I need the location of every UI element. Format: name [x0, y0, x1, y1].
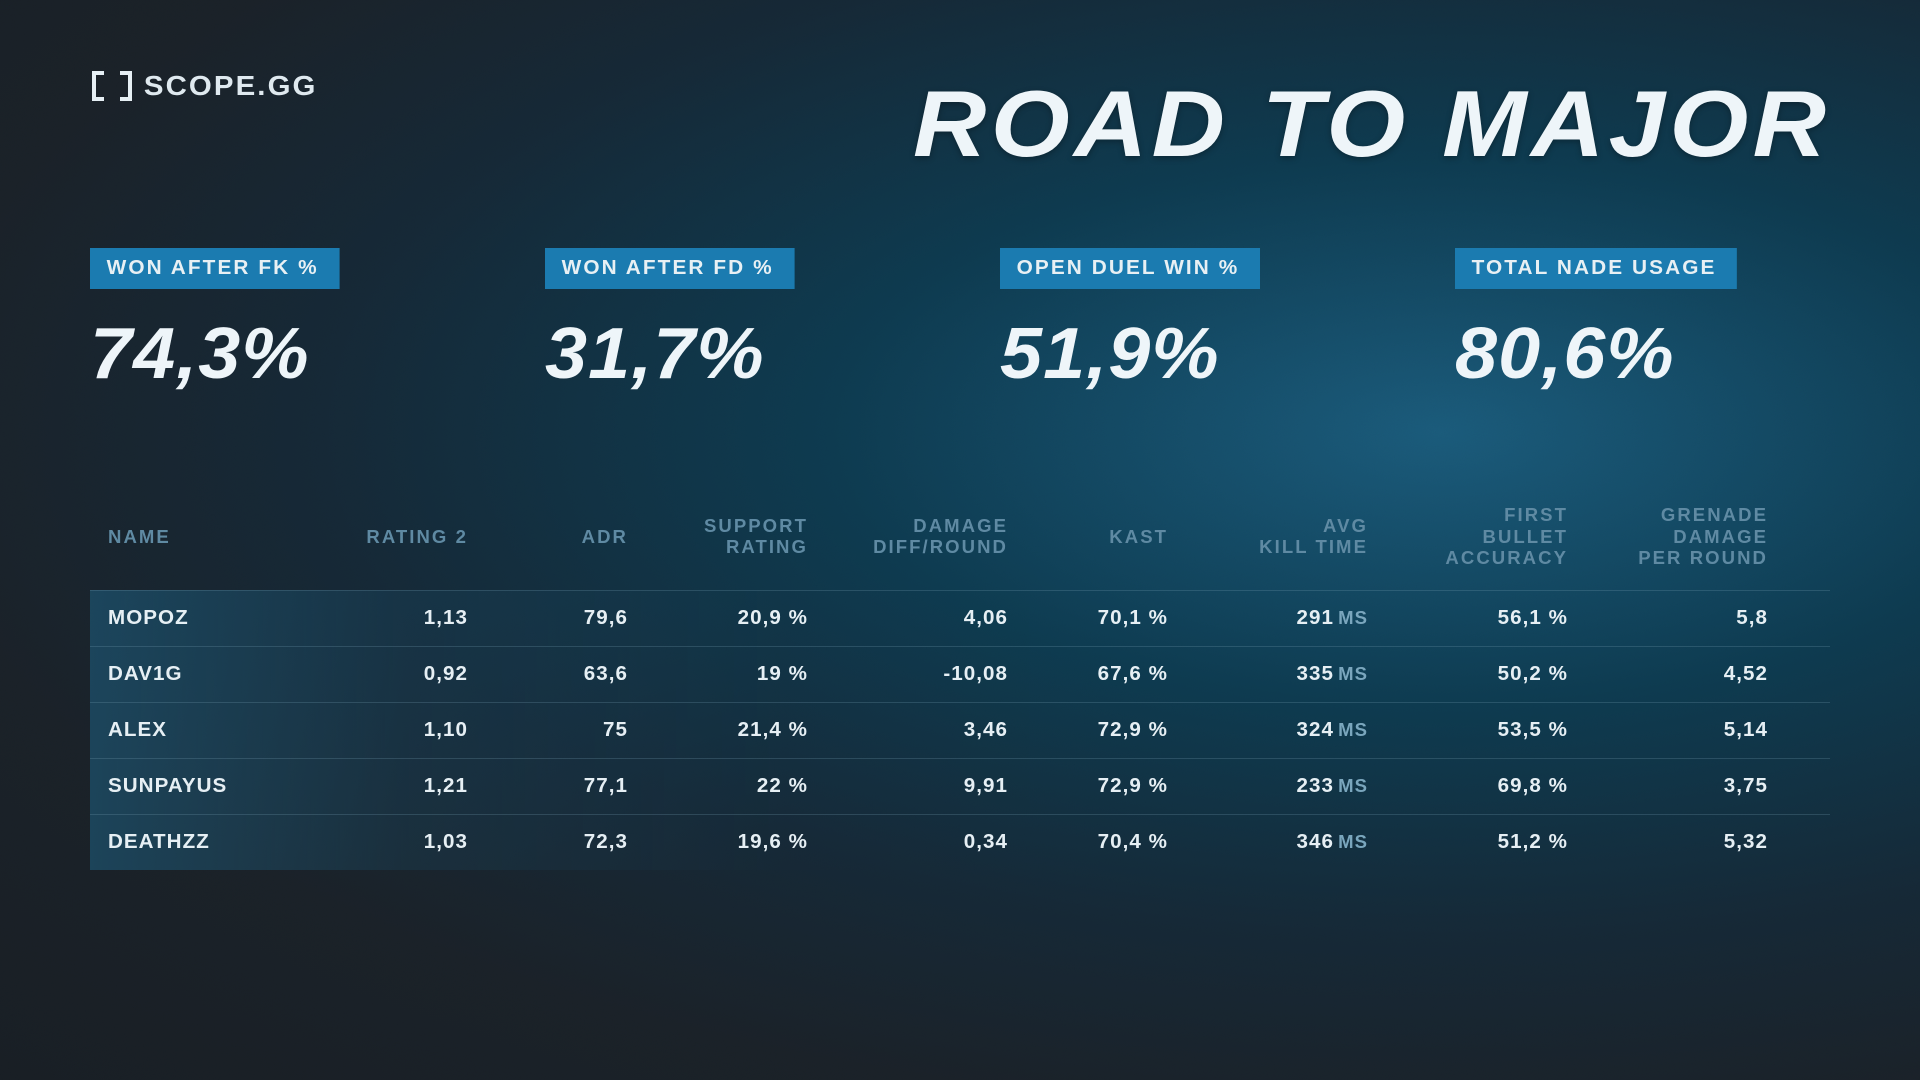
kpi-value: 80,6% [1455, 313, 1849, 395]
kpi-total-nade-usage: TOTAL NADE USAGE 80,6% [1455, 248, 1830, 395]
cell-kast: 70,1 % [1003, 607, 1168, 630]
cell-name: ALEX [108, 719, 314, 742]
cell-rating2: 1,10 [303, 719, 468, 742]
brand-name: SCOPE.GG [144, 70, 318, 102]
cell-gdr: 4,52 [1562, 663, 1768, 686]
table-row: DAV1G0,9263,619 %-10,0867,6 %335MS50,2 %… [90, 646, 1830, 702]
cell-name: DEATHZZ [108, 831, 314, 854]
cell-dmgdiff: -10,08 [802, 663, 1008, 686]
col-dmgdiff: DAMAGE DIFF/ROUND [802, 516, 1008, 559]
cell-adr: 77,1 [463, 775, 628, 798]
col-adr: ADR [463, 527, 628, 549]
cell-killtime: 233MS [1162, 775, 1368, 798]
cell-kast: 72,9 % [1003, 719, 1168, 742]
cell-support: 20,9 % [623, 607, 808, 630]
cell-kast: 70,4 % [1003, 831, 1168, 854]
cell-kast: 67,6 % [1003, 663, 1168, 686]
cell-gdr: 5,8 [1562, 607, 1768, 630]
page-title: ROAD TO MAJOR [913, 70, 1830, 178]
cell-adr: 79,6 [463, 607, 628, 630]
cell-gdr: 5,14 [1562, 719, 1768, 742]
kpi-value: 31,7% [545, 313, 939, 395]
header: SCOPE.GG ROAD TO MAJOR [90, 70, 1830, 178]
cell-gdr: 5,32 [1562, 831, 1768, 854]
kpi-label: TOTAL NADE USAGE [1455, 248, 1737, 289]
cell-support: 19,6 % [623, 831, 808, 854]
col-name: NAME [108, 527, 314, 549]
brand-logo: SCOPE.GG [90, 70, 313, 102]
col-support: SUPPORT RATING [623, 516, 808, 559]
cell-support: 21,4 % [623, 719, 808, 742]
col-killtime: AVG KILL TIME [1162, 516, 1368, 559]
col-kast: KAST [1003, 527, 1168, 549]
cell-adr: 72,3 [463, 831, 628, 854]
cell-dmgdiff: 0,34 [802, 831, 1008, 854]
table-header: NAME RATING 2 ADR SUPPORT RATING DAMAGE … [90, 505, 1830, 590]
table-row: SUNPAYUS1,2177,122 %9,9172,9 %233MS69,8 … [90, 758, 1830, 814]
cell-fba: 69,8 % [1362, 775, 1568, 798]
kpi-value: 74,3% [90, 313, 484, 395]
cell-rating2: 1,21 [303, 775, 468, 798]
cell-support: 19 % [623, 663, 808, 686]
cell-rating2: 1,03 [303, 831, 468, 854]
cell-killtime: 346MS [1162, 831, 1368, 854]
col-rating2: RATING 2 [303, 527, 468, 549]
cell-kast: 72,9 % [1003, 775, 1168, 798]
cell-fba: 56,1 % [1362, 607, 1568, 630]
kpi-label: WON AFTER FD % [545, 248, 795, 289]
kpi-label: WON AFTER FK % [90, 248, 340, 289]
scope-bracket-icon [90, 71, 134, 101]
table-body: MOPOZ1,1379,620,9 %4,0670,1 %291MS56,1 %… [90, 590, 1830, 870]
cell-dmgdiff: 3,46 [802, 719, 1008, 742]
kpi-won-after-fk: WON AFTER FK % 74,3% [90, 248, 465, 395]
table-row: ALEX1,107521,4 %3,4672,9 %324MS53,5 %5,1… [90, 702, 1830, 758]
cell-name: SUNPAYUS [108, 775, 314, 798]
table-row: MOPOZ1,1379,620,9 %4,0670,1 %291MS56,1 %… [90, 590, 1830, 646]
col-fba: FIRST BULLET ACCURACY [1362, 505, 1568, 570]
cell-dmgdiff: 4,06 [802, 607, 1008, 630]
player-stats-table: NAME RATING 2 ADR SUPPORT RATING DAMAGE … [90, 505, 1830, 870]
cell-name: DAV1G [108, 663, 314, 686]
kpi-label: OPEN DUEL WIN % [1000, 248, 1260, 289]
cell-fba: 50,2 % [1362, 663, 1568, 686]
kpi-open-duel-win: OPEN DUEL WIN % 51,9% [1000, 248, 1375, 395]
kpi-row: WON AFTER FK % 74,3% WON AFTER FD % 31,7… [90, 248, 1830, 395]
cell-name: MOPOZ [108, 607, 314, 630]
kpi-won-after-fd: WON AFTER FD % 31,7% [545, 248, 920, 395]
table-row: DEATHZZ1,0372,319,6 %0,3470,4 %346MS51,2… [90, 814, 1830, 870]
cell-rating2: 0,92 [303, 663, 468, 686]
cell-killtime: 335MS [1162, 663, 1368, 686]
cell-adr: 75 [463, 719, 628, 742]
cell-support: 22 % [623, 775, 808, 798]
cell-dmgdiff: 9,91 [802, 775, 1008, 798]
col-gdr: GRENADE DAMAGE PER ROUND [1562, 505, 1768, 570]
cell-killtime: 324MS [1162, 719, 1368, 742]
cell-killtime: 291MS [1162, 607, 1368, 630]
cell-fba: 53,5 % [1362, 719, 1568, 742]
cell-gdr: 3,75 [1562, 775, 1768, 798]
cell-adr: 63,6 [463, 663, 628, 686]
cell-rating2: 1,13 [303, 607, 468, 630]
cell-fba: 51,2 % [1362, 831, 1568, 854]
kpi-value: 51,9% [1000, 313, 1394, 395]
